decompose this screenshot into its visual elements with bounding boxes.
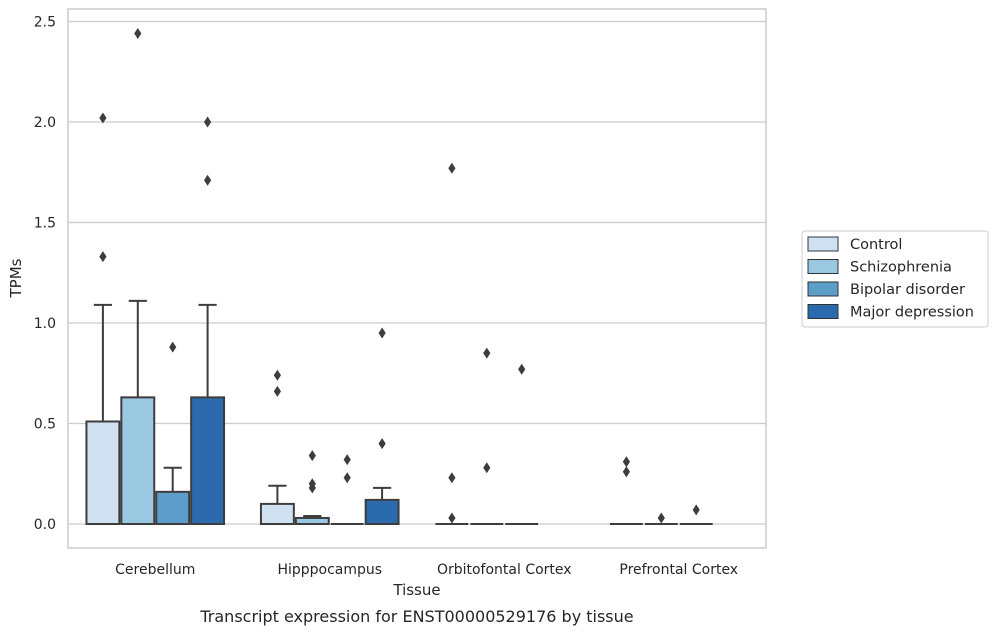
box-body bbox=[155, 490, 191, 525]
y-tick-label: 1.0 bbox=[34, 316, 56, 332]
x-axis-label: Tissue bbox=[392, 581, 440, 599]
legend-frame bbox=[801, 230, 989, 328]
box-group bbox=[435, 162, 469, 525]
chart-caption: Transcript expression for ENST0000052917… bbox=[199, 607, 633, 626]
outlier-point bbox=[99, 112, 107, 124]
legend-swatch bbox=[807, 259, 839, 274]
outlier-point bbox=[622, 466, 630, 478]
outlier-point bbox=[448, 512, 456, 524]
x-tick-label: Hipppocampus bbox=[277, 562, 382, 578]
box-group bbox=[294, 450, 330, 525]
box-body bbox=[259, 502, 295, 525]
legend-swatch bbox=[807, 236, 839, 252]
box-group bbox=[190, 116, 226, 525]
x-tick-label: Cerebellum bbox=[115, 562, 195, 578]
legend: Control Schizophrenia Bipolar disorder Majo… bbox=[801, 230, 989, 328]
outlier-point bbox=[308, 478, 316, 490]
legend-swatch bbox=[807, 304, 839, 319]
y-tick-label: 2.0 bbox=[34, 115, 56, 131]
box-group bbox=[470, 347, 504, 525]
outlier-point bbox=[99, 251, 107, 263]
outlier-point bbox=[273, 369, 281, 381]
outlier-point bbox=[308, 450, 316, 462]
box-body bbox=[364, 498, 400, 526]
x-tick-label: Orbitofontal Cortex bbox=[437, 562, 572, 578]
outlier-point bbox=[169, 341, 177, 353]
box-group bbox=[644, 512, 678, 525]
box-body bbox=[120, 396, 156, 525]
legend-label: Schizophrenia bbox=[850, 260, 952, 276]
box-group bbox=[505, 363, 539, 525]
legend-label: Control bbox=[850, 237, 902, 253]
outlier-point bbox=[692, 504, 700, 516]
box-group bbox=[259, 369, 295, 525]
x-tick-label: Prefrontal Cortex bbox=[619, 562, 738, 578]
outlier-point bbox=[378, 327, 386, 339]
outlier-point bbox=[483, 347, 491, 359]
box-group bbox=[85, 112, 121, 525]
y-tick-label: 1.5 bbox=[34, 216, 56, 232]
box-body bbox=[85, 420, 121, 525]
outlier-point bbox=[204, 174, 212, 186]
outlier-point bbox=[273, 385, 281, 397]
outlier-point bbox=[448, 162, 456, 174]
legend-label: Bipolar disorder bbox=[850, 282, 965, 298]
box-group bbox=[364, 327, 400, 526]
box-group bbox=[155, 341, 191, 525]
outlier-point bbox=[657, 512, 665, 524]
x-tick-labels: Cerebellum Hipppocampus Orbitofontal Corte… bbox=[115, 562, 738, 578]
outlier-point bbox=[343, 472, 351, 484]
grid-lines bbox=[68, 20, 766, 525]
outlier-point bbox=[134, 28, 142, 40]
box-group bbox=[120, 28, 156, 525]
outlier-point bbox=[378, 438, 386, 450]
outlier-point bbox=[622, 456, 630, 468]
outlier-point bbox=[343, 454, 351, 466]
y-tick-labels: 0.0 0.5 1.0 1.5 2.0 2.5 bbox=[34, 15, 56, 534]
plot-frame bbox=[67, 8, 767, 549]
outlier-point bbox=[518, 363, 526, 375]
outlier-point bbox=[483, 462, 491, 474]
box-group bbox=[609, 456, 643, 525]
y-tick-label: 2.5 bbox=[34, 15, 56, 31]
legend-label: Major depression bbox=[850, 305, 974, 321]
box-elements bbox=[85, 28, 713, 526]
box-group bbox=[330, 454, 364, 525]
y-axis-label: TPMs bbox=[7, 258, 25, 298]
legend-swatch bbox=[807, 281, 839, 297]
box-body bbox=[190, 396, 226, 525]
outlier-point bbox=[204, 116, 212, 128]
y-tick-label: 0.5 bbox=[34, 417, 56, 433]
y-tick-label: 0.0 bbox=[34, 517, 56, 533]
plot-border bbox=[67, 8, 767, 549]
box-group bbox=[679, 504, 713, 525]
outlier-point bbox=[448, 472, 456, 484]
